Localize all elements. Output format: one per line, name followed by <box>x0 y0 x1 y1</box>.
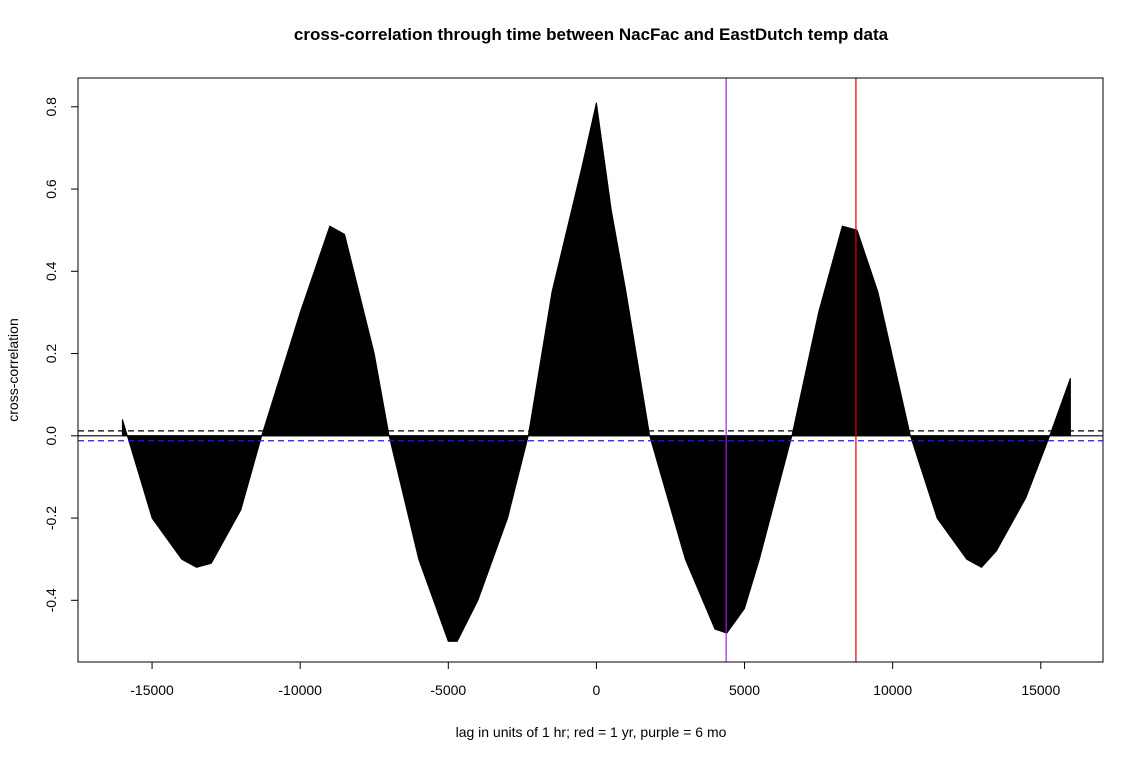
x-tick-label: 5000 <box>729 682 760 698</box>
x-tick-label: 10000 <box>873 682 912 698</box>
y-tick-label: 0.8 <box>43 97 59 117</box>
y-tick-label: 0.2 <box>43 344 59 364</box>
y-tick-label: 0.4 <box>43 261 59 281</box>
chart-title: cross-correlation through time between N… <box>294 25 889 44</box>
plot-area <box>78 78 1103 662</box>
y-tick-label: -0.4 <box>43 588 59 612</box>
x-tick-label: 15000 <box>1021 682 1060 698</box>
x-axis: -15000 -10000 -5000 0 5000 10000 15000 <box>130 661 1060 698</box>
y-axis-label: cross-correlation <box>5 318 21 421</box>
x-tick-label: -10000 <box>278 682 322 698</box>
y-tick-label: -0.2 <box>43 506 59 530</box>
y-tick-label: 0.0 <box>43 426 59 446</box>
x-tick-label: -5000 <box>430 682 466 698</box>
x-axis-label: lag in units of 1 hr; red = 1 yr, purple… <box>456 724 727 740</box>
y-tick-label: 0.6 <box>43 179 59 199</box>
x-tick-label: -15000 <box>130 682 174 698</box>
correlation-bars <box>121 102 1071 642</box>
x-tick-label: 0 <box>593 682 601 698</box>
y-axis: -0.4 -0.2 0.0 0.2 0.4 0.6 0.8 <box>43 97 79 612</box>
